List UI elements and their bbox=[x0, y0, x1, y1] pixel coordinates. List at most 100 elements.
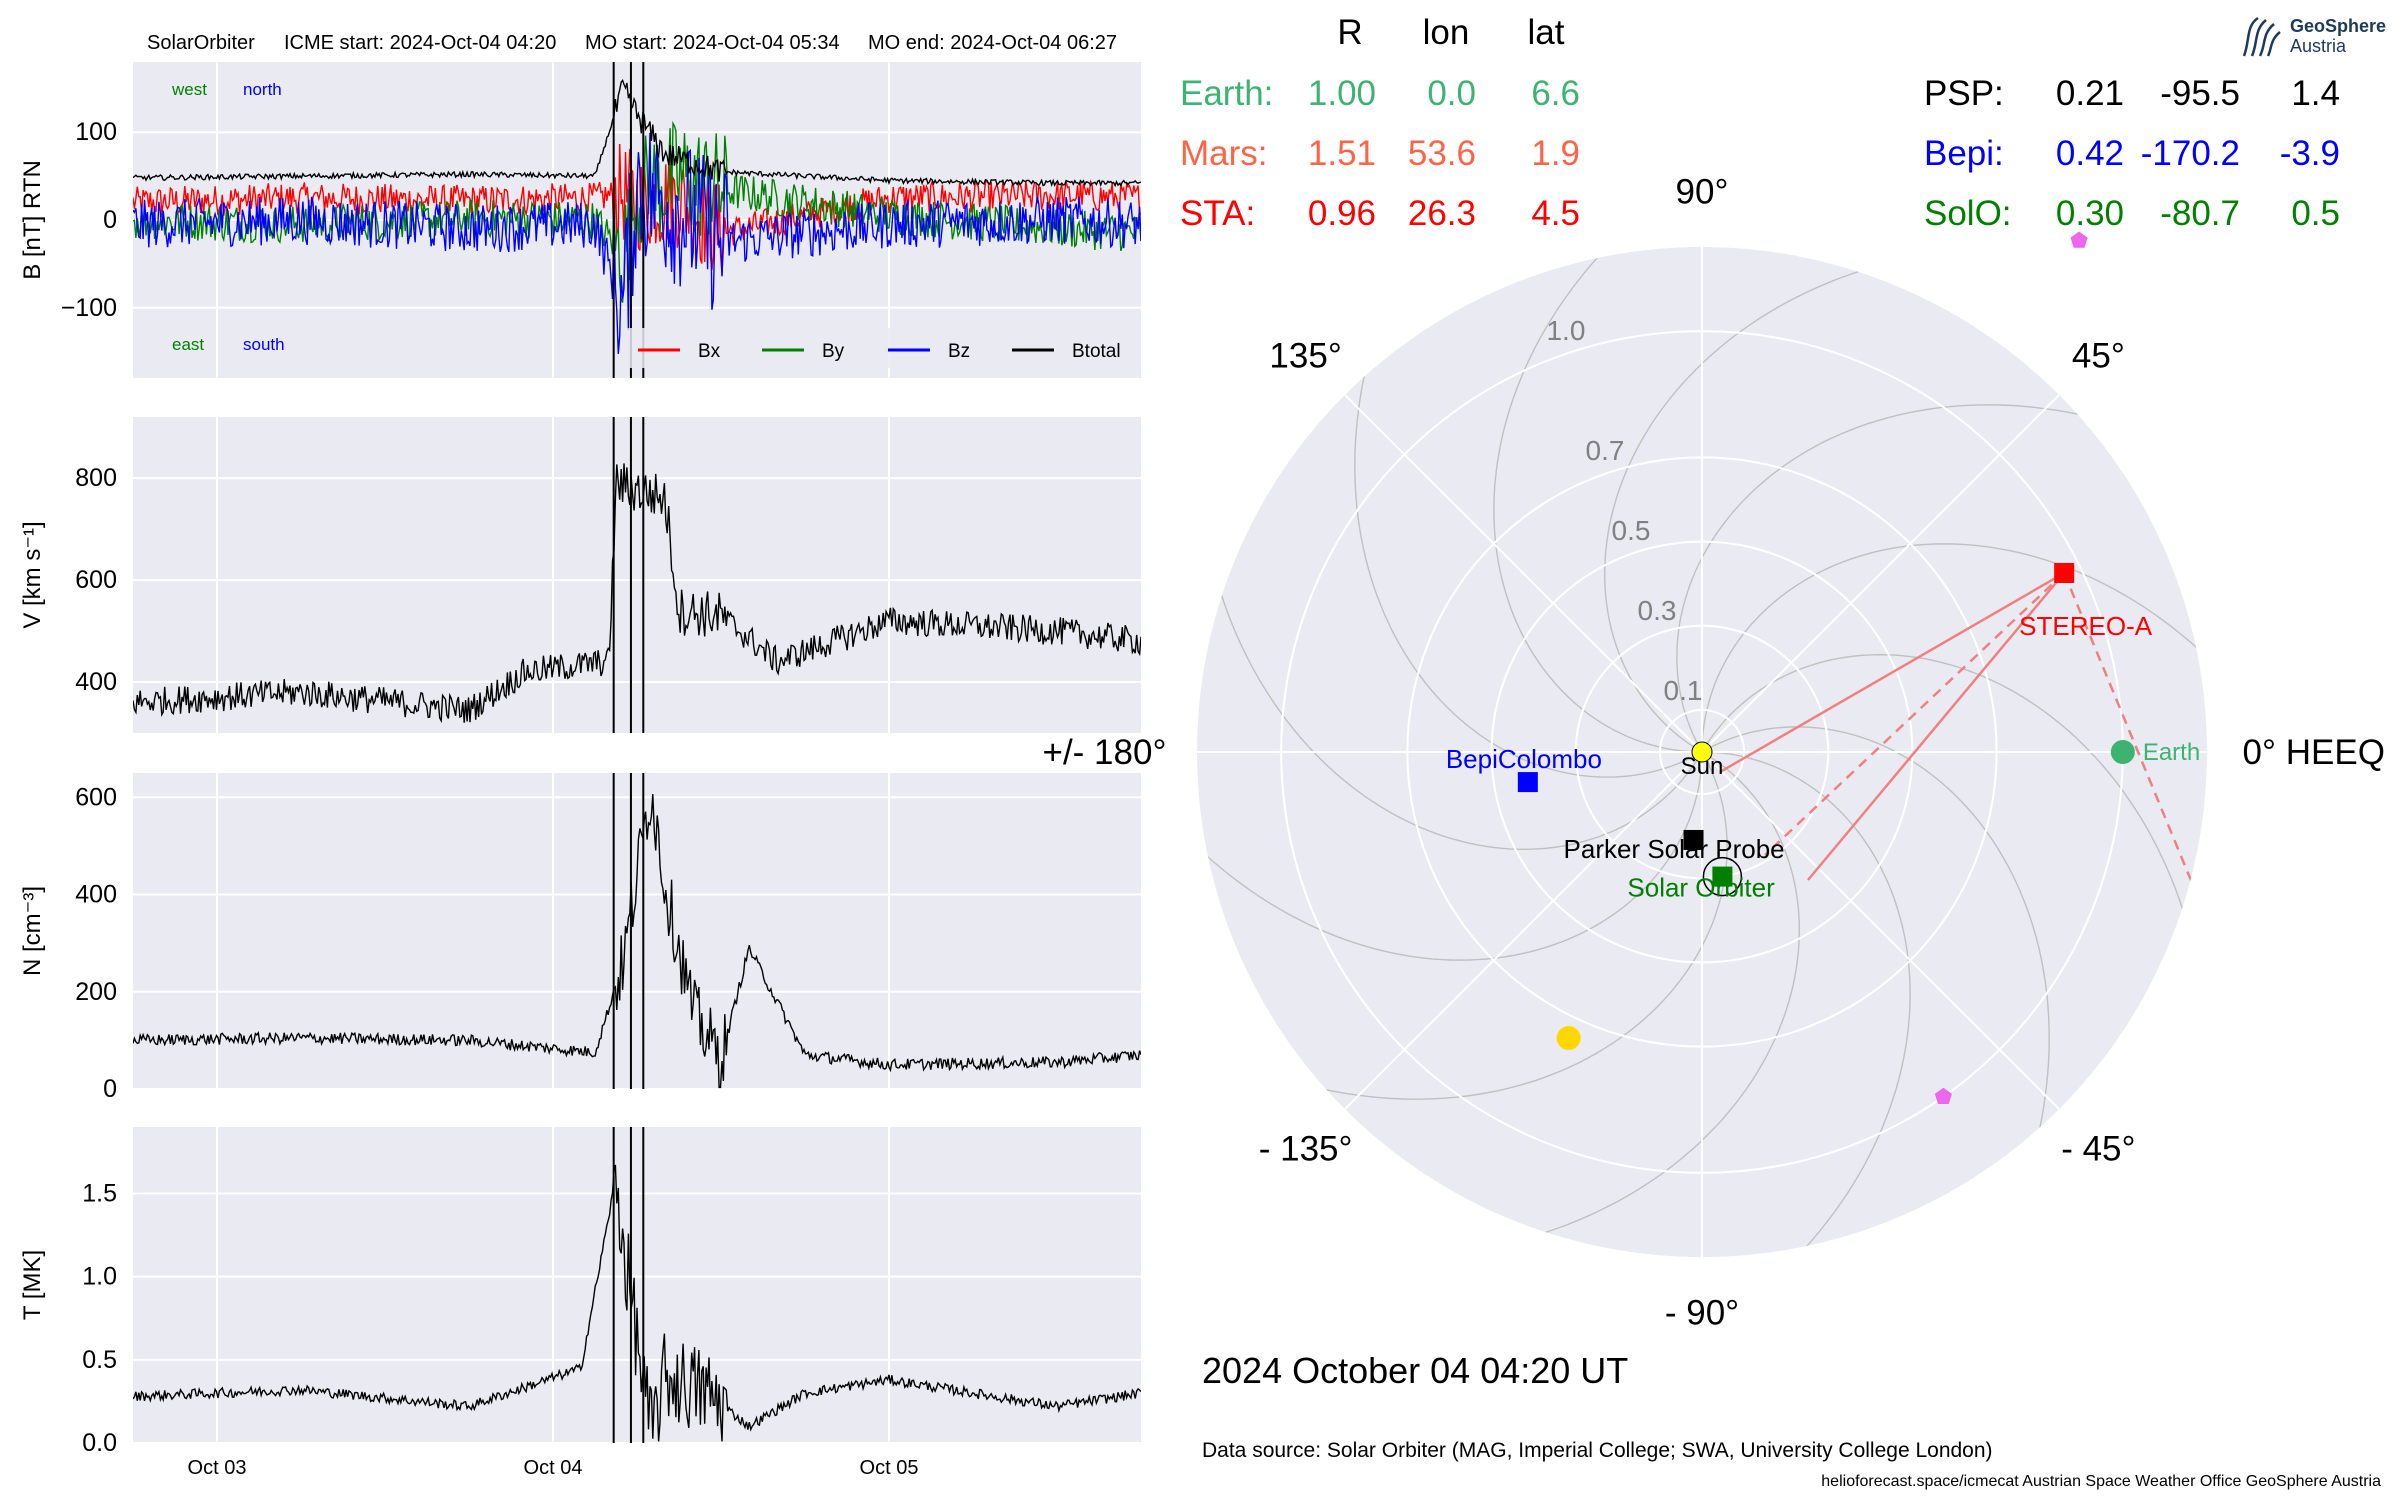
table-cell-r: 1.00 bbox=[1308, 74, 1376, 113]
table-cell-r: 0.21 bbox=[2056, 74, 2124, 113]
angular-gridline bbox=[1701, 394, 2060, 753]
parker-spiral bbox=[1197, 751, 1703, 961]
table-cell-r: 1.51 bbox=[1308, 134, 1376, 173]
legend-entry: Bx bbox=[698, 341, 721, 362]
body-marker bbox=[2070, 231, 2088, 248]
body-parker-solar-probe bbox=[1683, 829, 1704, 850]
label-sun: Sun bbox=[1681, 753, 1724, 780]
label-parker-solar-probe: Parker Solar Probe bbox=[1564, 834, 1785, 864]
table-cell-lat: 0.5 bbox=[2291, 194, 2340, 233]
label-bepicolombo: BepiColombo bbox=[1446, 744, 1602, 774]
table-row-name: Earth: bbox=[1180, 74, 1273, 113]
legend-entry: By bbox=[822, 341, 845, 362]
bfield-legend: Bx By Bz Btotal bbox=[626, 328, 1130, 368]
fov-line bbox=[1719, 571, 2065, 774]
radial-tick-label: 1.0 bbox=[1546, 315, 1585, 346]
table-row-name: Bepi: bbox=[1924, 134, 2004, 173]
angle-tick-label: - 135° bbox=[1259, 1129, 1353, 1168]
panel-magnetic-field: 100 0 −100 B [nT] RTN bbox=[19, 62, 1141, 378]
table-cell-lat: -3.9 bbox=[2280, 134, 2340, 173]
angular-gridline bbox=[1344, 394, 1703, 753]
geosphere-logo-icon bbox=[2242, 16, 2281, 57]
x-axis-tick-labels: Oct 03 Oct 04 Oct 05 bbox=[188, 1457, 919, 1479]
body-marker bbox=[1556, 1026, 1581, 1051]
angle-tick-label: 45° bbox=[2072, 337, 2125, 376]
series-line-btotal bbox=[133, 78, 1141, 188]
stereo-a-fov-lines bbox=[1719, 571, 2197, 891]
radial-tick-label: 0.1 bbox=[1664, 675, 1703, 706]
y-tick-label: 1.0 bbox=[82, 1263, 117, 1291]
radial-tick-label: 0.7 bbox=[1586, 435, 1625, 466]
y-tick-label: 0 bbox=[103, 206, 117, 234]
panel-density: 600 400 200 0 N [cm⁻³] bbox=[19, 773, 1141, 1103]
timestamp: 2024 October 04 04:20 UT bbox=[1202, 1350, 1628, 1391]
angular-gridline bbox=[1344, 751, 1703, 1110]
header-mo-start: MO start: 2024-Oct-04 05:34 bbox=[585, 32, 840, 54]
y-tick-label: 600 bbox=[75, 566, 117, 594]
legend-box bbox=[626, 328, 1130, 368]
parker-spiral bbox=[1701, 751, 1911, 1257]
radial-tick-label: 0.5 bbox=[1612, 515, 1651, 546]
table-cell-lon: -95.5 bbox=[2160, 74, 2240, 113]
y-tick-label: 600 bbox=[75, 783, 117, 811]
y-tick-label: 0.0 bbox=[82, 1429, 117, 1457]
table-cell-lat: 1.4 bbox=[2291, 74, 2340, 113]
fov-line bbox=[1764, 572, 2066, 856]
table-column-header: lat bbox=[1528, 13, 1565, 52]
body-stereo-a bbox=[2054, 562, 2075, 583]
table-cell-r: 0.42 bbox=[2056, 134, 2124, 173]
fov-line bbox=[1807, 572, 2066, 881]
parker-spiral bbox=[1701, 726, 2050, 1212]
y-axis-label: V [km s⁻¹] bbox=[19, 521, 46, 628]
y-axis-label: T [MK] bbox=[19, 1250, 46, 1320]
table-cell-lon: -80.7 bbox=[2160, 194, 2240, 233]
header-icme-start: ICME start: 2024-Oct-04 04:20 bbox=[284, 32, 556, 54]
table-cell-r: 0.96 bbox=[1308, 194, 1376, 233]
table-cell-lon: 53.6 bbox=[1408, 134, 1476, 173]
body-marker bbox=[1934, 1087, 1952, 1104]
y-tick-label: 200 bbox=[75, 978, 117, 1006]
table-cell-lon: 26.3 bbox=[1408, 194, 1476, 233]
y-tick-label: 400 bbox=[75, 668, 117, 696]
y-tick-label: 800 bbox=[75, 464, 117, 492]
label-earth: Earth bbox=[2143, 739, 2200, 766]
parker-spiral bbox=[1701, 653, 2203, 994]
series-line-t bbox=[133, 1164, 1141, 1442]
parker-spiral bbox=[1603, 251, 1944, 753]
angle-tick-label: - 90° bbox=[1665, 1294, 1739, 1333]
parker-spirals bbox=[1197, 247, 2207, 1257]
radial-tick-label: 0.3 bbox=[1638, 595, 1677, 626]
parker-spiral bbox=[1201, 510, 1703, 851]
parker-spiral bbox=[1676, 404, 2162, 753]
panel-velocity: 800 600 400 V [km s⁻¹] bbox=[19, 417, 1141, 733]
plot-background bbox=[133, 417, 1141, 733]
table-column-header: lon bbox=[1423, 13, 1470, 52]
table-cell-lat: 4.5 bbox=[1531, 194, 1580, 233]
body-solar-orbiter bbox=[1712, 866, 1733, 887]
x-tick-label: Oct 03 bbox=[188, 1457, 247, 1479]
header-spacecraft: SolarOrbiter bbox=[147, 32, 255, 54]
table-row-name: SolO: bbox=[1924, 194, 2012, 233]
fov-line bbox=[2063, 572, 2197, 891]
y-tick-label: 100 bbox=[75, 118, 117, 146]
annotation-west: west bbox=[171, 80, 207, 99]
table-cell-r: 0.30 bbox=[2056, 194, 2124, 233]
legend-entry: Bz bbox=[948, 341, 970, 362]
table-row-name: Mars: bbox=[1180, 134, 1268, 173]
annotation-south: south bbox=[243, 335, 285, 354]
data-source: Data source: Solar Orbiter (MAG, Imperia… bbox=[1202, 1439, 1993, 1462]
plot-background bbox=[133, 773, 1141, 1089]
solar-orbiter-ring bbox=[1702, 856, 1743, 897]
parker-spiral bbox=[1354, 292, 1703, 778]
table-row-name: STA: bbox=[1180, 194, 1255, 233]
table-cell-lat: 1.9 bbox=[1531, 134, 1580, 173]
body-sun bbox=[1691, 741, 1713, 763]
angle-tick-label: 0° HEEQ bbox=[2243, 733, 2385, 772]
bfield-annotations: west north east south bbox=[171, 80, 285, 354]
table-cell-lon: -170.2 bbox=[2141, 134, 2240, 173]
logo-line1: GeoSphere bbox=[2290, 16, 2387, 36]
annotation-north: north bbox=[243, 80, 282, 99]
parker-spiral bbox=[1701, 543, 2207, 753]
